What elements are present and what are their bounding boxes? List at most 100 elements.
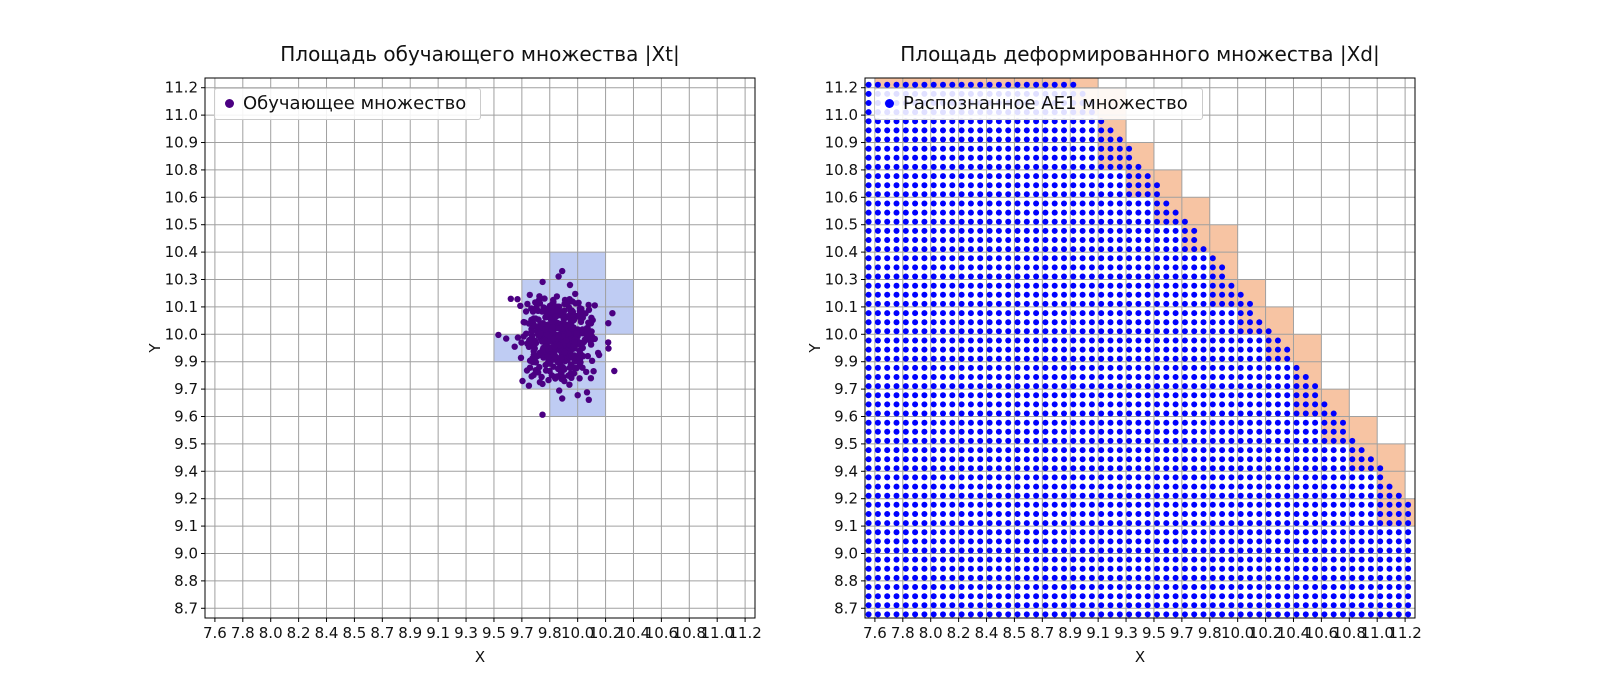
svg-text:10.6: 10.6: [165, 188, 198, 206]
svg-text:10.5: 10.5: [165, 216, 198, 234]
axes-deformed: 7.6 8.7 7.8 8.8 8.0 9.0 8.2 9.1 8.4 9.2 8.5 9.4 8.7 9…: [806, 77, 1422, 666]
svg-text:8.9: 8.9: [398, 624, 422, 642]
svg-text:10.4: 10.4: [1277, 624, 1310, 642]
grid-lines: [865, 78, 1415, 618]
svg-text:9.2: 9.2: [834, 490, 858, 508]
tick-labels: 7.6 8.7 7.8 8.8 8.0 9.0 8.2 9.1 8.4 9.2 8.5 9.4 8.7 9…: [825, 79, 1422, 642]
svg-text:10.8: 10.8: [673, 624, 706, 642]
svg-text:10.0: 10.0: [165, 325, 198, 343]
svg-text:8.9: 8.9: [1058, 624, 1082, 642]
svg-text:10.1: 10.1: [825, 298, 858, 316]
svg-text:9.7: 9.7: [174, 380, 198, 398]
svg-text:9.5: 9.5: [1142, 624, 1166, 642]
x-axis-label: X: [1135, 648, 1145, 666]
svg-text:9.7: 9.7: [1170, 624, 1194, 642]
tick-labels: 7.6 8.7 7.8 8.8 8.0 9.0 8.2 9.1 8.4 9.2 8.5 9.4 8.7 9…: [165, 79, 762, 642]
svg-text:10.9: 10.9: [165, 134, 198, 152]
svg-text:10.4: 10.4: [617, 624, 650, 642]
svg-text:8.0: 8.0: [259, 624, 283, 642]
y-axis-label: Y: [146, 343, 164, 354]
svg-text:10.6: 10.6: [1305, 624, 1338, 642]
svg-text:11.0: 11.0: [165, 106, 198, 124]
svg-text:10.3: 10.3: [165, 271, 198, 289]
svg-text:9.4: 9.4: [834, 462, 858, 480]
legend-training: Обучающее множество: [214, 88, 482, 120]
svg-text:9.7: 9.7: [834, 380, 858, 398]
legend-deformed: Распознанное АЕ1 множество: [874, 88, 1203, 120]
svg-text:8.7: 8.7: [370, 624, 394, 642]
svg-text:10.2: 10.2: [589, 624, 622, 642]
svg-text:9.8: 9.8: [1198, 624, 1222, 642]
svg-text:9.9: 9.9: [174, 353, 198, 371]
svg-text:9.5: 9.5: [482, 624, 506, 642]
svg-text:9.4: 9.4: [174, 462, 198, 480]
legend-label: Распознанное АЕ1 множество: [903, 93, 1188, 114]
svg-text:8.8: 8.8: [834, 572, 858, 590]
svg-text:9.1: 9.1: [426, 624, 450, 642]
svg-text:8.4: 8.4: [315, 624, 339, 642]
svg-text:8.0: 8.0: [919, 624, 943, 642]
svg-text:11.2: 11.2: [825, 79, 858, 97]
svg-text:9.3: 9.3: [1114, 624, 1138, 642]
svg-text:9.3: 9.3: [454, 624, 478, 642]
svg-text:9.1: 9.1: [174, 517, 198, 535]
svg-text:10.8: 10.8: [165, 161, 198, 179]
svg-text:8.7: 8.7: [1030, 624, 1054, 642]
svg-text:7.8: 7.8: [231, 624, 255, 642]
svg-text:9.7: 9.7: [510, 624, 534, 642]
svg-text:11.2: 11.2: [728, 624, 761, 642]
plot-training-set: Площадь обучающего множества |Xt| 7.6 8.7…: [140, 30, 800, 690]
svg-text:9.0: 9.0: [834, 544, 858, 562]
tick-marks: [861, 87, 1406, 622]
axes-spine: [864, 77, 1416, 619]
legend-marker-dot: [225, 99, 234, 108]
svg-text:7.8: 7.8: [891, 624, 915, 642]
svg-text:10.4: 10.4: [825, 243, 858, 261]
plot-background: [205, 78, 755, 618]
svg-text:8.7: 8.7: [834, 599, 858, 617]
svg-text:7.6: 7.6: [203, 624, 227, 642]
legend-label: Обучающее множество: [243, 93, 467, 114]
svg-text:10.8: 10.8: [825, 161, 858, 179]
svg-text:11.0: 11.0: [825, 106, 858, 124]
svg-text:10.0: 10.0: [561, 624, 594, 642]
svg-text:8.4: 8.4: [975, 624, 999, 642]
svg-text:9.9: 9.9: [834, 353, 858, 371]
svg-text:10.3: 10.3: [825, 271, 858, 289]
svg-text:7.6: 7.6: [863, 624, 887, 642]
axes-training: 7.6 8.7 7.8 8.8 8.0 9.0 8.2 9.1 8.4 9.2 8.5 9.4 8.7 9…: [146, 77, 762, 666]
plot-title-training: Площадь обучающего множества |Xt|: [280, 42, 680, 66]
svg-text:10.8: 10.8: [1333, 624, 1366, 642]
svg-text:9.8: 9.8: [538, 624, 562, 642]
svg-text:8.5: 8.5: [342, 624, 366, 642]
svg-text:10.1: 10.1: [165, 298, 198, 316]
svg-text:10.2: 10.2: [1249, 624, 1282, 642]
svg-text:8.8: 8.8: [174, 572, 198, 590]
svg-text:11.2: 11.2: [165, 79, 198, 97]
svg-text:9.0: 9.0: [174, 544, 198, 562]
svg-text:11.2: 11.2: [1388, 624, 1421, 642]
svg-text:9.5: 9.5: [834, 435, 858, 453]
svg-text:11.0: 11.0: [700, 624, 733, 642]
svg-text:8.2: 8.2: [287, 624, 311, 642]
svg-text:10.6: 10.6: [825, 188, 858, 206]
svg-text:11.0: 11.0: [1360, 624, 1393, 642]
svg-text:10.0: 10.0: [1221, 624, 1254, 642]
svg-text:9.6: 9.6: [834, 407, 858, 425]
svg-text:9.5: 9.5: [174, 435, 198, 453]
legend-marker-dot: [885, 99, 894, 108]
svg-text:9.1: 9.1: [1086, 624, 1110, 642]
plot-deformed-set: Площадь деформированного множества |Xd| …: [800, 30, 1460, 690]
svg-text:9.6: 9.6: [174, 407, 198, 425]
x-axis-label: X: [475, 648, 485, 666]
y-axis-label: Y: [806, 343, 824, 354]
tick-marks: [201, 87, 746, 622]
svg-text:9.2: 9.2: [174, 490, 198, 508]
svg-text:10.0: 10.0: [825, 325, 858, 343]
svg-text:10.6: 10.6: [645, 624, 678, 642]
svg-text:10.5: 10.5: [825, 216, 858, 234]
svg-text:8.2: 8.2: [947, 624, 971, 642]
svg-text:10.4: 10.4: [165, 243, 198, 261]
axes-spine: [204, 77, 756, 619]
svg-text:9.1: 9.1: [834, 517, 858, 535]
